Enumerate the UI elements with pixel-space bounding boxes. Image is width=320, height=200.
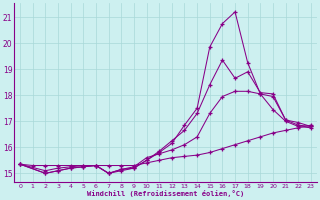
X-axis label: Windchill (Refroidissement éolien,°C): Windchill (Refroidissement éolien,°C) [87,190,244,197]
